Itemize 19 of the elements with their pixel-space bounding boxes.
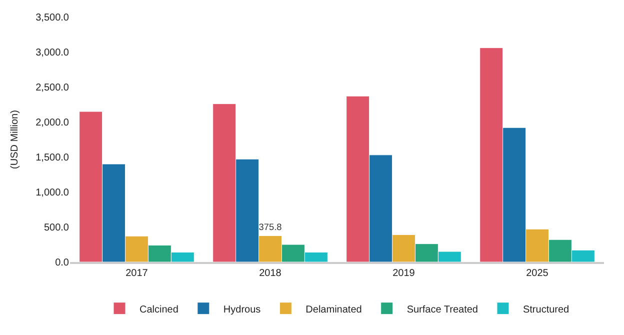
x-tick-label: 2025 — [526, 268, 549, 279]
x-tick-label: 2019 — [392, 268, 416, 279]
y-tick-label: 0.0 — [55, 258, 70, 268]
y-tick-label: 3,000.0 — [36, 48, 70, 58]
legend-label: Calcined — [140, 304, 178, 316]
y-tick-label: 500.0 — [44, 222, 70, 234]
y-axis-title: (USD Million) — [10, 110, 21, 169]
y-tick-label: 1,500.0 — [36, 152, 70, 164]
legend-label: Delaminated — [306, 304, 362, 316]
y-tick-label: 1,000.0 — [36, 188, 70, 198]
y-tick-label: 2,500.0 — [36, 82, 70, 94]
legend-label: Structured — [522, 304, 570, 316]
data-label: 375.8 — [258, 222, 282, 232]
x-tick-label: 2017 — [126, 268, 148, 279]
x-tick-label: 2018 — [259, 268, 282, 279]
y-tick-label: 2,000.0 — [36, 118, 70, 128]
y-tick-label: 3,500.0 — [36, 12, 70, 24]
legend-label: Surface Treated — [406, 304, 478, 316]
legend-label: Hydrous — [223, 304, 261, 316]
